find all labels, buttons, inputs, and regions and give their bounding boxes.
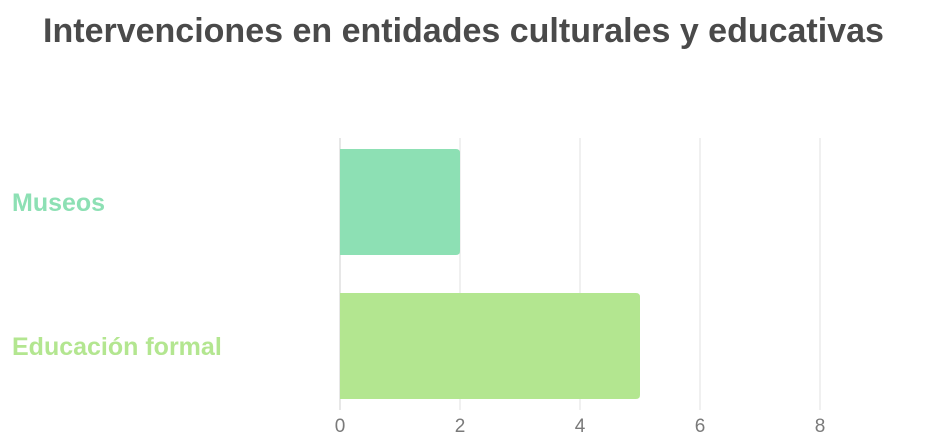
bars [340, 149, 640, 399]
category-label: Educación formal [12, 333, 222, 361]
bar-1 [340, 293, 640, 399]
chart-title: Intervenciones en entidades culturales y… [43, 12, 884, 50]
x-tick-label: 8 [815, 416, 826, 434]
bar-0 [340, 149, 460, 255]
x-tick-labels: 0 2 4 6 8 [335, 416, 826, 434]
x-tick-label: 6 [695, 416, 706, 434]
x-tick-label: 2 [455, 416, 466, 434]
category-label: Museos [12, 189, 105, 217]
x-tick-label: 4 [575, 416, 586, 434]
category-labels: Museos Educación formal [12, 189, 222, 361]
x-tick-label: 0 [335, 416, 346, 434]
